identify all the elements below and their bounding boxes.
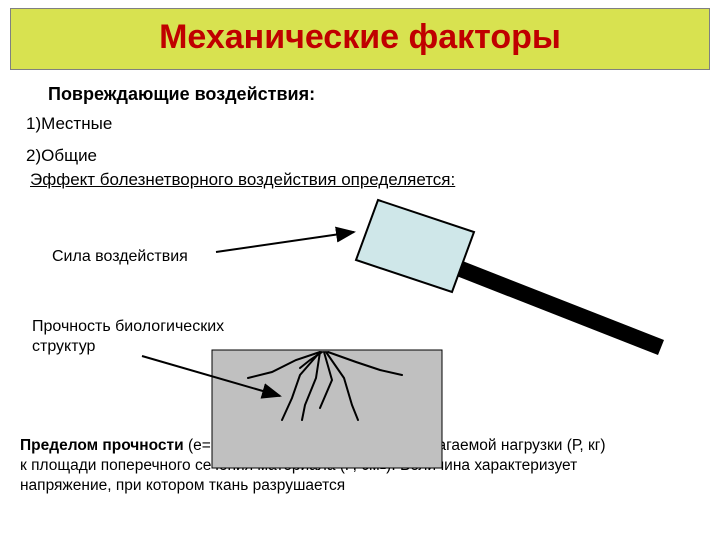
def-frag-1: (е=Р/F) называют отношение прилагаемой н… bbox=[184, 437, 606, 454]
label-strength-line2: структур bbox=[32, 338, 95, 356]
item-local: 1)Местные bbox=[26, 114, 112, 134]
definition-paragraph: Пределом прочности (е=Р/F) называют отно… bbox=[20, 436, 710, 496]
pointer-arrow bbox=[216, 232, 354, 252]
page-title: Механические факторы bbox=[0, 18, 720, 57]
crack-line bbox=[328, 352, 402, 375]
def-frag-2: к площади поперечного сечения материала … bbox=[20, 457, 380, 474]
item-general: 2)Общие bbox=[26, 146, 97, 166]
hammer-handle bbox=[454, 260, 664, 355]
label-strength-line1: Прочность биологических bbox=[32, 318, 224, 336]
label-force: Сила воздействия bbox=[52, 248, 188, 266]
crack-line bbox=[320, 352, 332, 408]
crack-line bbox=[326, 352, 358, 420]
slide: { "layout": { "width": 720, "height": 54… bbox=[0, 0, 720, 540]
effect-intro: Эффект болезнетворного воздействия опред… bbox=[30, 170, 455, 190]
hammer-head bbox=[356, 200, 474, 292]
def-frag-3: ). Величина характеризует bbox=[386, 457, 577, 474]
crack-line bbox=[282, 352, 320, 420]
crack-line bbox=[248, 352, 320, 378]
crack-line bbox=[300, 352, 322, 368]
term-strength-limit: Пределом прочности bbox=[20, 437, 184, 454]
crack-line bbox=[302, 352, 320, 420]
def-frag-4: напряжение, при котором ткань разрушаетс… bbox=[20, 477, 345, 494]
subtitle: Повреждающие воздействия: bbox=[48, 84, 315, 105]
pointer-arrow bbox=[142, 356, 280, 396]
